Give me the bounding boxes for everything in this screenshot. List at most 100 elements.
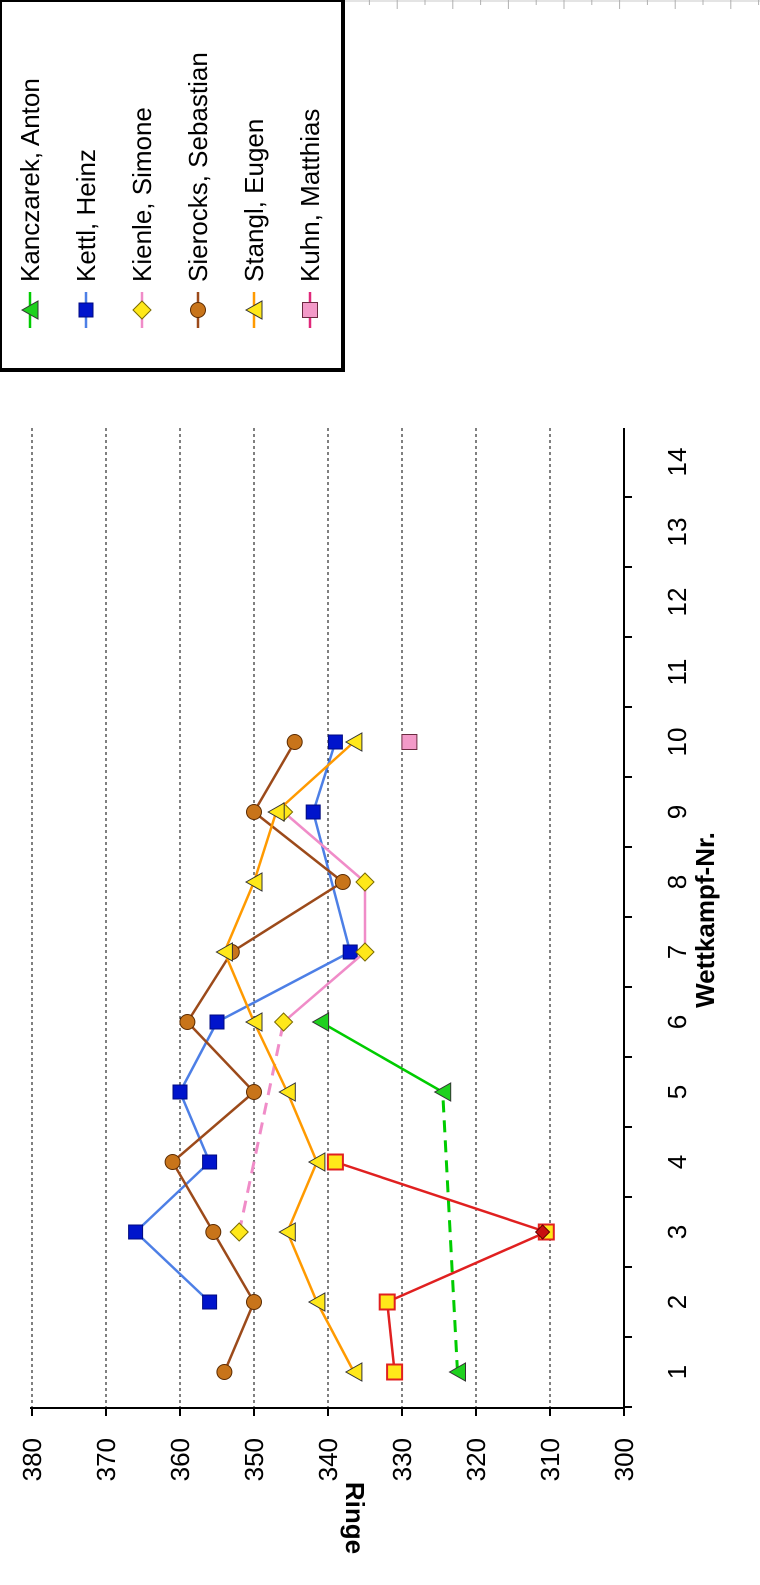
category-tick-label: 13 — [662, 518, 692, 547]
series-1-segment — [178, 1091, 211, 1163]
series-1-point — [209, 1014, 225, 1030]
series-3-segment — [171, 1161, 215, 1233]
series-4-point — [244, 872, 263, 892]
series-1-segment — [216, 950, 351, 1024]
legend: Kanczarek, Anton Kettl, Heinz Kienle, Simo… — [0, 0, 345, 372]
extra-series-0-point — [386, 1363, 404, 1381]
series-3-segment — [186, 951, 233, 1023]
series-1-point — [202, 1154, 218, 1170]
series-0-segment — [319, 1020, 444, 1094]
value-tick-label: 350 — [239, 1438, 269, 1481]
legend-box — [0, 0, 345, 372]
legend-marker — [302, 302, 318, 318]
extra-series-0 — [326, 1153, 555, 1381]
series-layer — [128, 732, 555, 1382]
category-tick-label: 4 — [662, 1155, 692, 1169]
series-4-point — [344, 732, 363, 752]
series-3-segment — [253, 811, 344, 883]
series-0-point — [433, 1082, 452, 1102]
legend-label: Kienle, Simone — [127, 107, 157, 282]
series-3-segment — [171, 1091, 255, 1163]
legend-marker — [190, 302, 206, 318]
axes: 380 370 360 350 340 330 320 310 3001234567891011… — [17, 428, 720, 1554]
extra-series-0-segment — [335, 1160, 547, 1234]
extra-series-0-inner-point — [534, 1224, 551, 1240]
series-2-point — [229, 1222, 249, 1242]
series-4-point — [307, 1152, 326, 1172]
gridlines — [31, 428, 551, 1408]
series-3-point — [216, 1364, 233, 1380]
x-axis-title: Wettkampf-Nr. — [690, 832, 720, 1008]
value-tick-label: 380 — [17, 1438, 47, 1481]
series-4-segment — [223, 951, 256, 1023]
series-0-point — [311, 1012, 330, 1032]
series-0-segment — [441, 1091, 459, 1373]
extra-series-0-point — [378, 1293, 396, 1311]
category-tick-label: 6 — [662, 1015, 692, 1029]
category-tick-label: 1 — [662, 1365, 692, 1379]
series-1-segment — [178, 1021, 219, 1093]
y-axis-title: Ringe — [340, 1482, 370, 1554]
series-3-point — [246, 1084, 262, 1100]
series-4-point — [278, 1082, 296, 1102]
series-2-point — [355, 942, 375, 962]
value-tick-label: 370 — [91, 1438, 121, 1481]
series-0 — [311, 1012, 466, 1382]
category-tick-label: 8 — [662, 875, 692, 889]
category-tick-label: 11 — [662, 659, 692, 686]
legend-label: Sierocks, Sebastian — [183, 52, 213, 282]
series-1-point — [172, 1084, 188, 1100]
series-1-point — [202, 1294, 218, 1310]
category-tick-label: 5 — [662, 1085, 692, 1099]
series-4-segment — [275, 741, 355, 813]
series-3-point — [246, 1294, 262, 1310]
legend-label: Stangl, Eugen — [239, 119, 269, 282]
series-4-point — [267, 802, 285, 822]
series-1-segment — [311, 811, 352, 953]
legend-label: Kuhn, Matthias — [295, 109, 325, 282]
category-tick-label: 7 — [662, 945, 692, 959]
series-2-segment — [282, 811, 366, 883]
series-4-point — [244, 1012, 263, 1032]
series-0-point — [448, 1362, 466, 1382]
value-tick-label: 330 — [387, 1438, 417, 1481]
series-3-point — [164, 1154, 181, 1170]
series-3-point — [205, 1224, 222, 1240]
series-4-segment — [252, 811, 278, 883]
series-3-point — [246, 804, 262, 820]
series-4-segment — [286, 1161, 319, 1233]
series-3-point — [179, 1014, 196, 1030]
category-tick-label: 12 — [662, 588, 692, 617]
series-3 — [164, 734, 351, 1380]
series-3-segment — [223, 1301, 256, 1373]
value-tick-label: 320 — [461, 1438, 491, 1481]
legend-marker — [78, 302, 94, 318]
series-4-segment — [286, 1231, 319, 1303]
series-1 — [128, 734, 358, 1310]
series-1-segment — [312, 741, 337, 813]
series-4 — [215, 732, 363, 1382]
series-3-segment — [252, 741, 296, 813]
category-tick-label: 14 — [662, 448, 692, 477]
series-1-point — [128, 1224, 144, 1240]
series-1-segment — [134, 1231, 211, 1303]
category-tick-label: 2 — [662, 1295, 692, 1309]
category-tick-label: 10 — [662, 728, 692, 757]
series-2 — [229, 802, 375, 1242]
extra-series-0-point — [326, 1153, 344, 1171]
series-4-segment — [223, 881, 256, 953]
series-1-point — [342, 944, 358, 960]
series-2-point — [273, 1012, 294, 1032]
series-4-point — [215, 942, 233, 962]
legend-label: Kanczarek, Anton — [15, 78, 45, 282]
series-3-segment — [231, 880, 344, 954]
series-3-point — [286, 734, 303, 750]
series-2-segment — [282, 951, 366, 1023]
series-4-point — [278, 1222, 296, 1242]
series-4-segment — [315, 1301, 356, 1373]
series-5-point — [401, 734, 418, 750]
value-tick-label: 340 — [313, 1438, 343, 1481]
category-tick-label: 3 — [662, 1225, 692, 1239]
series-1-segment — [134, 1161, 211, 1233]
